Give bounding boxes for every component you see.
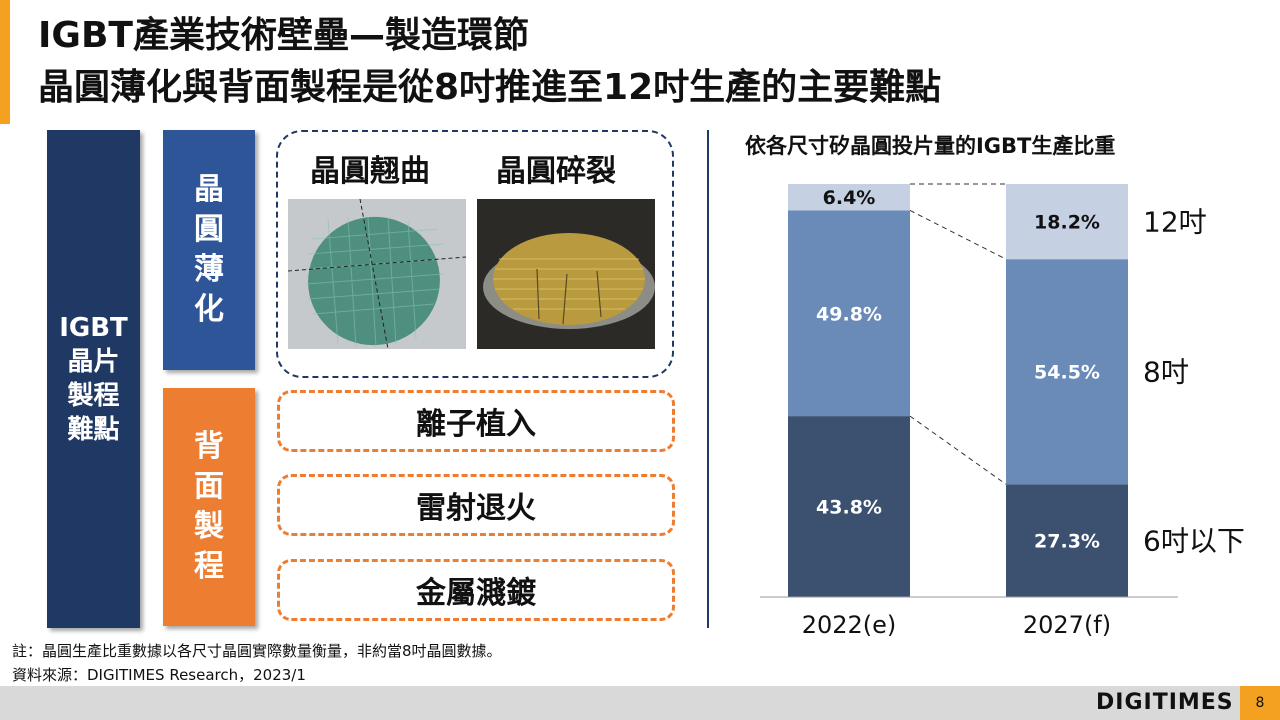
section-divider: [707, 130, 709, 628]
connector-line: [909, 415, 1007, 485]
connector-line: [909, 209, 1007, 260]
wafer-warpage-label: 晶圓翹曲: [310, 154, 430, 189]
wafer-warpage-photo: [288, 199, 466, 349]
data-label: 43.8%: [816, 497, 882, 519]
data-label: 27.3%: [1034, 531, 1100, 553]
bar-segment: [788, 416, 910, 597]
data-label: 18.2%: [1034, 212, 1100, 234]
page-number: 8: [1240, 686, 1280, 720]
backside-process-box: 背 面 製 程: [163, 388, 255, 626]
wafer-images-frame: [276, 130, 674, 378]
series-label: 6吋以下: [1143, 525, 1245, 558]
wafer-crack-label: 晶圓碎裂: [496, 154, 616, 189]
laser-anneal-box: 雷射退火: [277, 474, 675, 536]
wafer-crack-photo: [477, 199, 655, 349]
chart-note: 註：晶圓生產比重數據以各尺寸晶圓實際數量衡量，非約當8吋晶圓數據。: [12, 642, 502, 660]
igbt-difficulty-box: IGBT 晶片 製程 難點: [47, 130, 140, 628]
series-label: 8吋: [1143, 356, 1189, 389]
bar-segment: [1006, 484, 1128, 597]
page-title: IGBT產業技術壁壘—製造環節: [38, 15, 529, 56]
page-subtitle: 晶圓薄化與背面製程是從8吋推進至12吋生產的主要難點: [38, 67, 942, 108]
accent-bar: [0, 0, 10, 124]
bar-segment: [788, 184, 910, 211]
data-label: 6.4%: [823, 187, 876, 209]
digitimes-logo: DIGITIMES: [1096, 690, 1234, 715]
bar-segment: [788, 210, 910, 417]
metal-sputter-box: 金屬濺鍍: [277, 559, 675, 621]
bar-segment: [1006, 259, 1128, 485]
series-label: 12吋: [1143, 206, 1207, 239]
data-label: 49.8%: [816, 303, 882, 325]
chart-title: 依各尺寸矽晶圓投片量的IGBT生產比重: [745, 134, 1116, 158]
stacked-bar-chart: 43.8% 49.8% 6.4% 2022(e) 27.3% 54.5% 18.2% 2027…: [760, 183, 1245, 639]
chart-source: 資料來源：DIGITIMES Research，2023/1: [12, 666, 306, 684]
data-label: 54.5%: [1034, 362, 1100, 384]
wafer-thinning-box: 晶 圓 薄 化: [163, 130, 255, 370]
x-tick-label: 2022(e): [802, 611, 897, 639]
footer-bar: [0, 686, 1240, 720]
bar-segment: [1006, 184, 1128, 260]
x-tick-label: 2027(f): [1023, 611, 1111, 639]
ion-implant-box: 離子植入: [277, 390, 675, 452]
